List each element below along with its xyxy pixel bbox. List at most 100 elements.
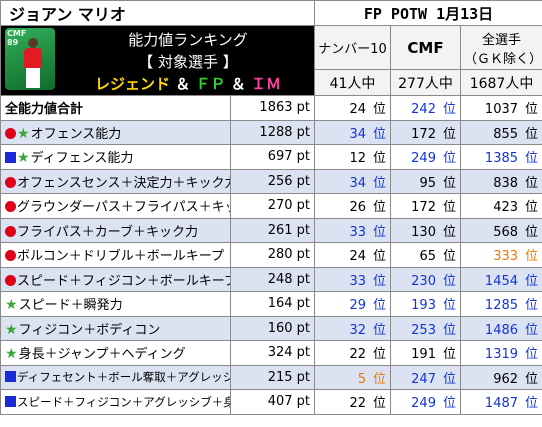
rank-number: 1454 [484, 273, 519, 289]
rank-cell-3: 855 位 [459, 119, 542, 145]
group-fp: ＦＰ [195, 75, 226, 93]
points-value: 407 pt [230, 389, 315, 415]
card-position: CMF [7, 29, 27, 38]
rank-unit: 位 [442, 347, 456, 363]
rank-number: 855 [493, 126, 519, 142]
rank-unit: 位 [372, 371, 386, 387]
ranking-title: 能力値ランキング [128, 31, 248, 49]
table-row: 全能力値合計 1863 pt 24 位 242 位 1037 位 [0, 95, 542, 121]
player-figure-icon [22, 38, 44, 88]
count-all: 1687人中 [459, 69, 542, 96]
points-value: 248 pt [230, 266, 315, 292]
rank-unit: 位 [525, 396, 539, 412]
rank-number: 22 [349, 347, 366, 363]
rank-cell-1: 34 位 [314, 119, 391, 145]
rank-unit: 位 [372, 126, 386, 142]
rank-cell-3: 1285 位 [459, 291, 542, 317]
ability-label-cell: ディフェセント＋ボール奪取＋アグレッシブ [0, 364, 231, 390]
ability-label-cell: ★フィジコン＋ボディコン [0, 315, 231, 341]
green-star-icon: ★ [5, 321, 18, 338]
rank-unit: 位 [525, 151, 539, 167]
rank-unit: 位 [442, 175, 456, 191]
rank-cell-1: 33 位 [314, 217, 391, 243]
rank-cell-1: 24 位 [314, 242, 391, 268]
rank-cell-2: 249 位 [390, 144, 461, 170]
player-card-image: CMF 89 [5, 28, 55, 90]
rank-number: 423 [493, 200, 519, 216]
rank-cell-1: 12 位 [314, 144, 391, 170]
ability-label: スピード＋フィジコン＋ボールキープ [17, 273, 231, 289]
points-value: 324 pt [230, 340, 315, 366]
ability-label: フライパス＋カーブ＋キック力 [17, 224, 198, 240]
rank-number: 1285 [484, 298, 519, 314]
rank-unit: 位 [372, 102, 386, 118]
ability-label: フィジコン＋ボディコン [18, 322, 161, 338]
rank-unit: 位 [525, 371, 539, 387]
rank-cell-3: 1385 位 [459, 144, 542, 170]
red-circle-icon [5, 250, 16, 262]
rank-number: 247 [411, 371, 436, 387]
points-value: 261 pt [230, 217, 315, 243]
rank-unit: 位 [372, 273, 386, 289]
rank-unit: 位 [442, 224, 456, 240]
green-star-icon: ★ [17, 125, 30, 142]
ability-label: ボルコン＋ドリブル＋ボールキープ [17, 249, 224, 265]
rank-number: 5 [357, 371, 366, 387]
rank-number: 1385 [484, 151, 519, 167]
rank-cell-3: 333 位 [459, 242, 542, 268]
rank-number: 962 [493, 371, 519, 387]
rank-cell-3: 1454 位 [459, 266, 542, 292]
rank-cell-2: 95 位 [390, 168, 461, 194]
rank-number: 230 [411, 273, 436, 289]
table-row: ディフェセント＋ボール奪取＋アグレッシブ 215 pt 5 位 247 位 962 位 [0, 364, 542, 390]
target-groups: レジェンド ＆ ＦＰ ＆ ＩＭ [95, 75, 281, 93]
rank-number: 22 [349, 396, 366, 412]
red-circle-icon [5, 127, 16, 139]
rank-unit: 位 [442, 273, 456, 289]
rank-number: 24 [349, 249, 366, 265]
ability-label-cell: 全能力値合計 [0, 95, 231, 121]
rank-cell-2: 230 位 [390, 266, 461, 292]
red-circle-icon [5, 176, 16, 188]
rank-cell-3: 423 位 [459, 193, 542, 219]
rank-unit: 位 [525, 298, 539, 314]
rank-number: 33 [349, 273, 366, 289]
ability-label-cell: ★身長＋ジャンプ＋ヘディング [0, 340, 231, 366]
ability-label: オフェンス能力 [30, 126, 122, 142]
group-im: ＩＭ [250, 75, 281, 93]
rank-cell-2: 193 位 [390, 291, 461, 317]
rank-number: 242 [411, 102, 436, 118]
rank-cell-3: 1486 位 [459, 315, 542, 341]
table-row: ★身長＋ジャンプ＋ヘディング 324 pt 22 位 191 位 1319 位 [0, 340, 542, 366]
column-header-cmf: CMF [390, 25, 461, 70]
ability-label-cell: グラウンダーパス＋フライパス＋キック力 [0, 193, 231, 219]
rank-cell-1: 32 位 [314, 315, 391, 341]
rank-cell-2: 172 位 [390, 193, 461, 219]
rank-cell-2: 65 位 [390, 242, 461, 268]
rank-number: 249 [411, 151, 436, 167]
rank-unit: 位 [372, 224, 386, 240]
rank-cell-1: 24 位 [314, 95, 391, 121]
column-header-number10: ナンバー10 [314, 25, 391, 70]
rank-cell-1: 34 位 [314, 168, 391, 194]
points-value: 256 pt [230, 168, 315, 194]
table-row: オフェンスセンス＋決定力＋キック力 256 pt 34 位 95 位 838 位 [0, 168, 542, 194]
target-label: 【 対象選手 】 [138, 53, 238, 71]
rank-unit: 位 [372, 249, 386, 265]
rank-cell-1: 29 位 [314, 291, 391, 317]
rank-unit: 位 [372, 347, 386, 363]
rank-unit: 位 [525, 224, 539, 240]
rank-unit: 位 [372, 396, 386, 412]
rank-number: 130 [411, 224, 436, 240]
rank-number: 253 [411, 322, 436, 338]
rank-number: 32 [349, 322, 366, 338]
rank-number: 26 [349, 200, 366, 216]
rank-cell-2: 172 位 [390, 119, 461, 145]
rank-cell-2: 247 位 [390, 364, 461, 390]
rank-cell-3: 838 位 [459, 168, 542, 194]
table-row: ★フィジコン＋ボディコン 160 pt 32 位 253 位 1486 位 [0, 315, 542, 341]
rank-number: 24 [349, 102, 366, 118]
table-row: フライパス＋カーブ＋キック力 261 pt 33 位 130 位 568 位 [0, 217, 542, 243]
